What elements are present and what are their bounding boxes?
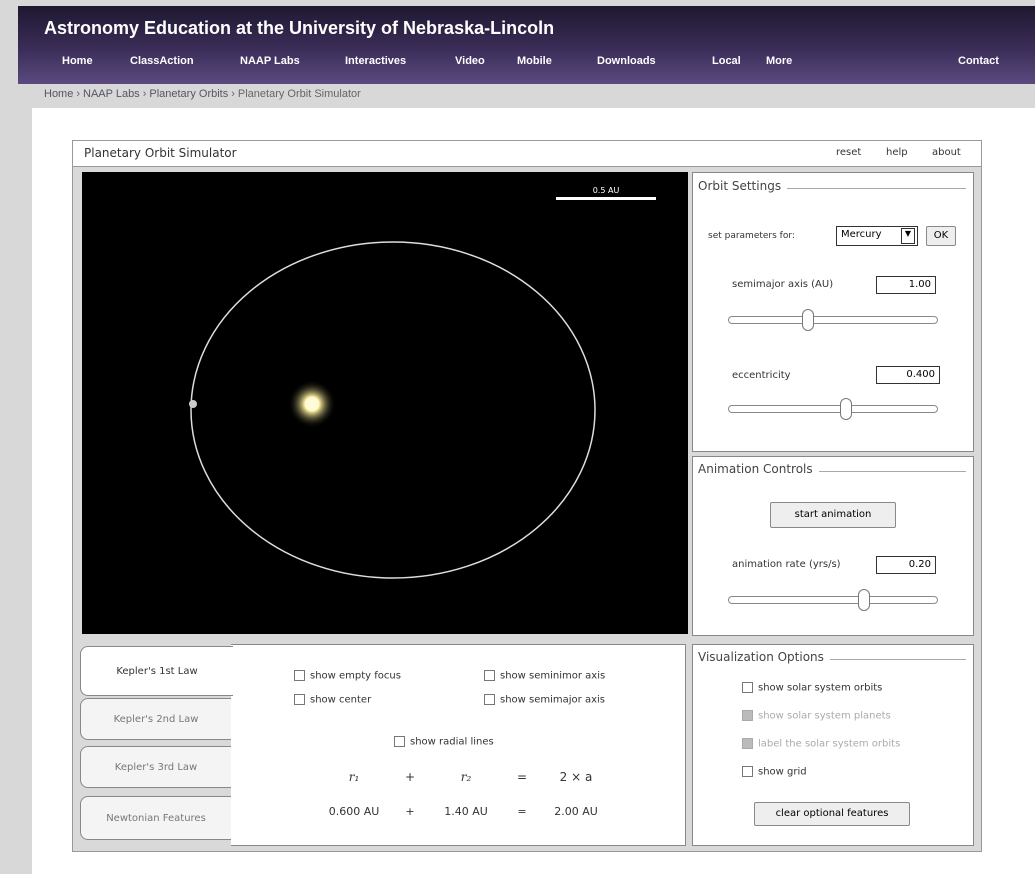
tab[interactable]: Kepler's 2nd Law xyxy=(80,698,232,740)
checkbox-option: show solar system planets xyxy=(742,710,891,722)
planet-name: Mercury xyxy=(841,229,882,240)
checkbox-option[interactable]: show semimajor axis xyxy=(484,694,605,706)
equation-value: 1.40 AU xyxy=(444,805,488,818)
clear-button[interactable]: clear optional features xyxy=(754,802,910,826)
rate-input[interactable]: 0.20 xyxy=(876,556,936,574)
tab[interactable]: Kepler's 3rd Law xyxy=(80,746,232,788)
tab[interactable]: Kepler's 1st Law xyxy=(80,646,233,696)
checkbox-option[interactable]: show empty focus xyxy=(294,670,401,682)
breadcrumb-separator: › xyxy=(231,88,235,100)
about-link[interactable]: about xyxy=(932,147,961,158)
breadcrumb-item: Planetary Orbit Simulator xyxy=(238,88,361,100)
page: Astronomy Education at the University of… xyxy=(0,0,1035,874)
planet-select[interactable]: Mercury ▼ xyxy=(836,226,918,246)
checkbox-label: show solar system planets xyxy=(758,711,891,722)
breadcrumb: Home›NAAP Labs›Planetary Orbits›Planetar… xyxy=(44,88,361,100)
breadcrumb-item[interactable]: Home xyxy=(44,88,73,100)
animation-panel xyxy=(692,456,974,636)
canvas-bg xyxy=(82,172,688,634)
nav-link[interactable]: Video xyxy=(455,55,485,67)
equation-term: + xyxy=(405,770,415,784)
equation-term: 2 × a xyxy=(560,770,593,784)
checkbox xyxy=(742,710,753,721)
nav-link[interactable]: Interactives xyxy=(345,55,406,67)
checkbox-option[interactable]: show solar system orbits xyxy=(742,682,882,694)
nav-link[interactable]: Local xyxy=(712,55,741,67)
nav-link[interactable]: Home xyxy=(62,55,93,67)
nav-link[interactable]: Contact xyxy=(958,55,999,67)
checkbox[interactable] xyxy=(742,682,753,693)
nav-link[interactable]: More xyxy=(766,55,792,67)
orbit-canvas: 0.5 AU xyxy=(82,172,688,634)
eccentricity-label: eccentricity xyxy=(732,370,791,381)
semimajor-label: semimajor axis (AU) xyxy=(732,279,833,290)
checkbox-option[interactable]: show center xyxy=(294,694,371,706)
tab[interactable]: Newtonian Features xyxy=(80,796,232,840)
set-parameters-label: set parameters for: xyxy=(708,231,795,241)
equation-value: 0.600 AU xyxy=(329,805,380,818)
site-title[interactable]: Astronomy Education at the University of… xyxy=(44,18,554,39)
reset-link[interactable]: reset xyxy=(836,147,861,158)
eccentricity-slider[interactable] xyxy=(728,405,938,413)
checkbox-option[interactable]: show radial lines xyxy=(394,736,494,748)
equation-value: 2.00 AU xyxy=(554,805,598,818)
nav-link[interactable]: Mobile xyxy=(517,55,552,67)
checkbox-label: show seminimor axis xyxy=(500,671,605,682)
breadcrumb-separator: › xyxy=(76,88,80,100)
scale-bar xyxy=(556,197,656,200)
equation-term: = xyxy=(517,770,527,784)
sun xyxy=(305,397,319,411)
checkbox xyxy=(742,738,753,749)
breadcrumb-item[interactable]: NAAP Labs xyxy=(83,88,140,100)
checkbox-option[interactable]: show seminimor axis xyxy=(484,670,605,682)
checkbox-option: label the solar system orbits xyxy=(742,738,900,750)
panel-title: Animation Controls xyxy=(698,462,819,476)
breadcrumb-item[interactable]: Planetary Orbits xyxy=(149,88,228,100)
checkbox[interactable] xyxy=(294,694,305,705)
checkbox[interactable] xyxy=(294,670,305,681)
ok-button[interactable]: OK xyxy=(926,226,956,246)
scale-label: 0.5 AU xyxy=(593,186,620,195)
planet[interactable] xyxy=(189,400,197,408)
equation-value: = xyxy=(517,805,526,818)
dropdown-arrow: ▼ xyxy=(901,228,915,244)
equation-term: r₁ xyxy=(349,770,360,784)
checkbox-label: show empty focus xyxy=(310,671,401,682)
start-animation-button[interactable]: start animation xyxy=(770,502,896,528)
checkbox-option[interactable]: show grid xyxy=(742,766,807,778)
checkbox-label: show semimajor axis xyxy=(500,695,605,706)
nav-link[interactable]: Downloads xyxy=(597,55,656,67)
checkbox[interactable] xyxy=(394,736,405,747)
nav-link[interactable]: ClassAction xyxy=(130,55,194,67)
eccentricity-input[interactable]: 0.400 xyxy=(876,366,940,384)
slider-thumb[interactable] xyxy=(802,309,814,331)
checkbox[interactable] xyxy=(742,766,753,777)
rate-label: animation rate (yrs/s) xyxy=(732,559,841,570)
rate-slider[interactable] xyxy=(728,596,938,604)
simulator-title: Planetary Orbit Simulator xyxy=(84,146,237,160)
help-link[interactable]: help xyxy=(886,147,908,158)
checkbox-label: label the solar system orbits xyxy=(758,739,900,750)
checkbox-label: show center xyxy=(310,695,371,706)
nav-link[interactable]: NAAP Labs xyxy=(240,55,300,67)
slider-thumb[interactable] xyxy=(858,589,870,611)
semimajor-input[interactable]: 1.00 xyxy=(876,276,936,294)
checkbox[interactable] xyxy=(484,694,495,705)
checkbox-label: show grid xyxy=(758,767,807,778)
semimajor-slider[interactable] xyxy=(728,316,938,324)
slider-thumb[interactable] xyxy=(840,398,852,420)
panel-title: Visualization Options xyxy=(698,650,830,664)
equation-term: r₂ xyxy=(461,770,472,784)
checkbox-label: show radial lines xyxy=(410,737,494,748)
panel-title: Orbit Settings xyxy=(698,179,787,193)
checkbox-label: show solar system orbits xyxy=(758,683,882,694)
breadcrumb-separator: › xyxy=(143,88,147,100)
equation-value: + xyxy=(405,805,414,818)
checkbox[interactable] xyxy=(484,670,495,681)
